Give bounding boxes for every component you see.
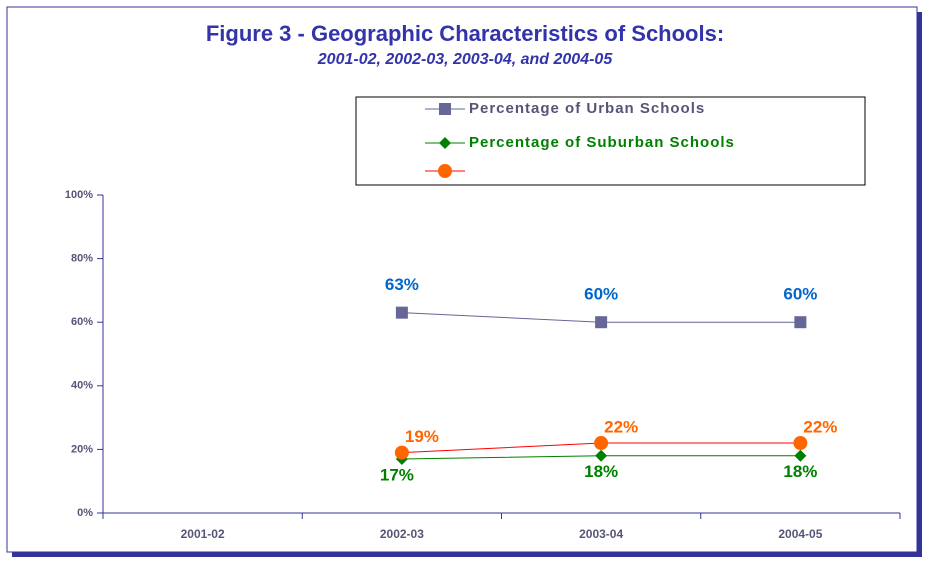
data-label: 17% — [380, 465, 414, 484]
data-point — [793, 436, 808, 451]
x-tick-label: 2001-02 — [181, 527, 225, 541]
data-label: 18% — [584, 462, 618, 481]
data-label: 22% — [803, 418, 837, 437]
data-label: 18% — [783, 462, 817, 481]
data-point — [595, 316, 608, 329]
data-point — [395, 306, 408, 319]
data-point — [594, 436, 609, 451]
data-point — [595, 449, 608, 462]
frame — [6, 6, 918, 553]
data-label: 63% — [385, 275, 419, 294]
data-label: 60% — [783, 285, 817, 304]
legend-marker — [439, 137, 451, 149]
legend-marker — [439, 103, 451, 115]
x-tick-label: 2004-05 — [778, 527, 822, 541]
legend-label: Percentage of Suburban Schools — [469, 134, 735, 151]
data-point — [794, 316, 807, 329]
data-label: 19% — [405, 427, 439, 446]
x-tick-label: 2003-04 — [579, 527, 623, 541]
chart-title: Figure 3 - Geographic Characteristics of… — [206, 21, 724, 46]
y-tick-label: 60% — [71, 316, 93, 328]
chart-subtitle: 2001-02, 2002-03, 2003-04, and 2004-05 — [317, 51, 614, 68]
data-label: 60% — [584, 285, 618, 304]
y-tick-label: 100% — [65, 189, 93, 201]
data-point — [394, 445, 409, 460]
data-point — [794, 449, 807, 462]
y-tick-label: 0% — [77, 507, 93, 519]
y-tick-label: 20% — [71, 443, 93, 455]
x-tick-label: 2002-03 — [380, 527, 424, 541]
data-label: 22% — [604, 418, 638, 437]
y-tick-label: 40% — [71, 380, 93, 392]
legend-marker — [438, 164, 452, 178]
legend-label: Percentage of Urban Schools — [469, 100, 705, 117]
y-tick-label: 80% — [71, 253, 93, 265]
